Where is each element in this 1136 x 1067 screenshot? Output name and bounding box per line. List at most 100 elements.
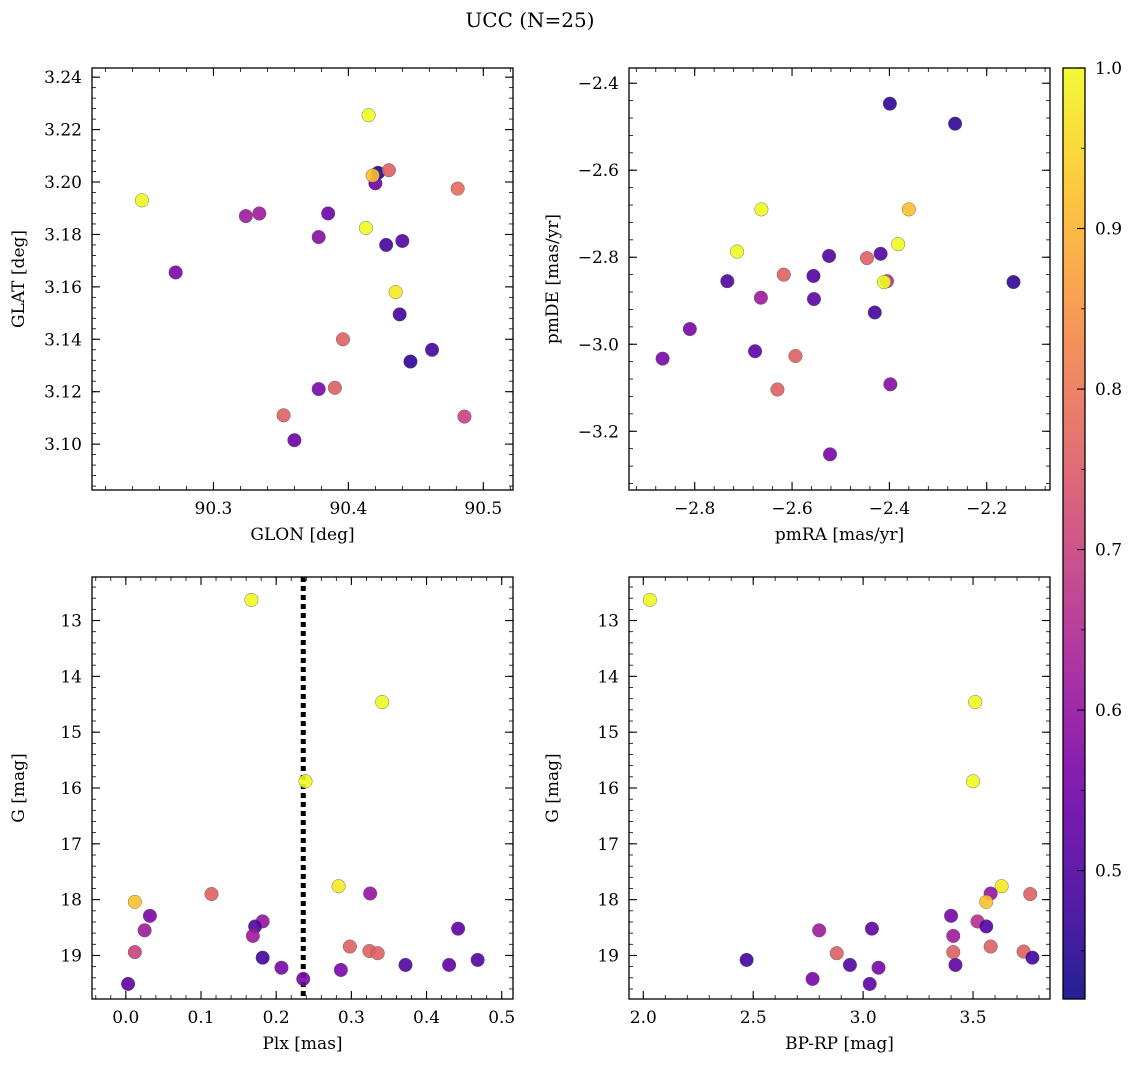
data-point <box>137 923 152 938</box>
data-point <box>451 921 466 936</box>
data-point <box>403 354 418 369</box>
colorbar-tick-label: 0.7 <box>1095 541 1122 561</box>
axes-frame <box>91 576 514 1000</box>
minor-ticks <box>629 577 1050 999</box>
data-point <box>946 928 961 943</box>
y-tick-label: −3.2 <box>578 422 619 442</box>
data-point <box>287 433 302 448</box>
data-point <box>806 292 821 307</box>
colorbar-tick-label: 0.8 <box>1095 380 1122 400</box>
y-tick-label: 13 <box>60 612 82 632</box>
data-point <box>425 342 440 357</box>
data-point <box>983 939 998 954</box>
x-tick-label: −2.6 <box>771 499 812 519</box>
x-axis-label: pmRA [mas/yr] <box>775 525 904 545</box>
data-point <box>238 209 253 224</box>
data-point <box>739 952 754 967</box>
data-point <box>375 695 390 710</box>
y-tick-label: 17 <box>597 835 619 855</box>
y-tick-label: 16 <box>60 779 82 799</box>
y-tick-label: 3.24 <box>44 68 82 88</box>
data-point <box>891 237 906 252</box>
x-tick-label: 0.2 <box>263 1008 290 1028</box>
data-point <box>442 957 457 972</box>
colorbar-gradient-bar <box>1063 68 1085 999</box>
y-tick-label: 18 <box>60 891 82 911</box>
x-tick-label: 0.5 <box>488 1008 515 1028</box>
data-point <box>358 220 373 235</box>
data-point <box>655 351 670 366</box>
minor-ticks <box>629 68 1050 490</box>
data-point <box>877 275 892 290</box>
colorbar-tick-label: 1.0 <box>1095 59 1122 79</box>
y-tick-label: 3.16 <box>44 278 82 298</box>
y-tick-label: −2.4 <box>578 74 619 94</box>
data-point <box>842 957 857 972</box>
y-tick-label: −3.0 <box>578 335 619 355</box>
panel-bottom-right: 2.0 2.5 3.0 3.5 13 14 15 16 17 18 19 BP-RP [mag] G [… <box>543 576 1051 1054</box>
data-point <box>730 244 745 259</box>
data-point <box>979 919 994 934</box>
x-tick-label: 0.3 <box>338 1008 365 1028</box>
data-point <box>859 251 874 266</box>
y-tick-label: 3.10 <box>44 435 82 455</box>
y-axis-label: pmDE [mas/yr] <box>543 214 563 344</box>
x-tick-label: 0.4 <box>413 1008 440 1028</box>
data-points <box>134 108 472 448</box>
data-point <box>966 774 981 789</box>
data-point <box>311 230 326 245</box>
data-point <box>823 447 838 462</box>
x-tick-label: 90.4 <box>329 499 367 519</box>
y-tick-label: 15 <box>60 723 82 743</box>
data-point <box>127 894 142 909</box>
data-points <box>121 592 485 991</box>
data-point <box>1023 887 1038 902</box>
data-point <box>968 695 983 710</box>
x-tick-label: −2.2 <box>966 499 1007 519</box>
y-tick-label: 3.22 <box>44 121 82 141</box>
data-point <box>370 946 385 961</box>
colorbar-tick-label: 0.6 <box>1095 701 1122 721</box>
y-tick-label: 13 <box>597 612 619 632</box>
x-tick-label: −2.4 <box>869 499 910 519</box>
data-point <box>335 332 350 347</box>
minor-ticks <box>92 68 513 490</box>
data-point <box>946 945 961 960</box>
data-point <box>979 894 994 909</box>
axes-frame <box>91 67 514 491</box>
data-point <box>321 206 336 221</box>
data-point <box>883 377 898 392</box>
x-tick-label: 3.0 <box>850 1008 877 1028</box>
data-point <box>244 592 259 607</box>
x-tick-label: 2.5 <box>740 1008 767 1028</box>
data-point <box>168 265 183 280</box>
data-point <box>748 344 763 359</box>
axes-frame <box>628 67 1051 491</box>
colorbar-tick-label: 0.5 <box>1095 862 1122 882</box>
x-tick-label: 90.5 <box>464 499 502 519</box>
x-tick-label: 2.0 <box>630 1008 657 1028</box>
data-point <box>788 349 803 364</box>
data-point <box>274 960 289 975</box>
data-point <box>450 181 465 196</box>
data-point <box>682 322 697 337</box>
data-point <box>882 96 897 111</box>
data-point <box>457 409 472 424</box>
data-point <box>381 163 396 178</box>
data-point <box>142 908 157 923</box>
data-point <box>754 202 769 217</box>
y-tick-label: 16 <box>597 779 619 799</box>
data-points <box>655 96 1021 462</box>
y-tick-label: 18 <box>597 891 619 911</box>
data-point <box>812 923 827 938</box>
x-tick-label: 3.5 <box>960 1008 987 1028</box>
data-points <box>642 592 1040 991</box>
data-point <box>365 168 380 183</box>
x-tick-label: 0.0 <box>112 1008 139 1028</box>
data-point <box>398 957 413 972</box>
colorbar: 0.5 0.6 0.7 0.8 0.9 1.0 <box>1062 59 1122 1000</box>
data-point <box>298 774 313 789</box>
figure-title: UCC (N=25) <box>465 8 594 32</box>
colorbar-frame <box>1062 67 1086 1000</box>
y-axis-label: G [mag] <box>543 753 563 822</box>
